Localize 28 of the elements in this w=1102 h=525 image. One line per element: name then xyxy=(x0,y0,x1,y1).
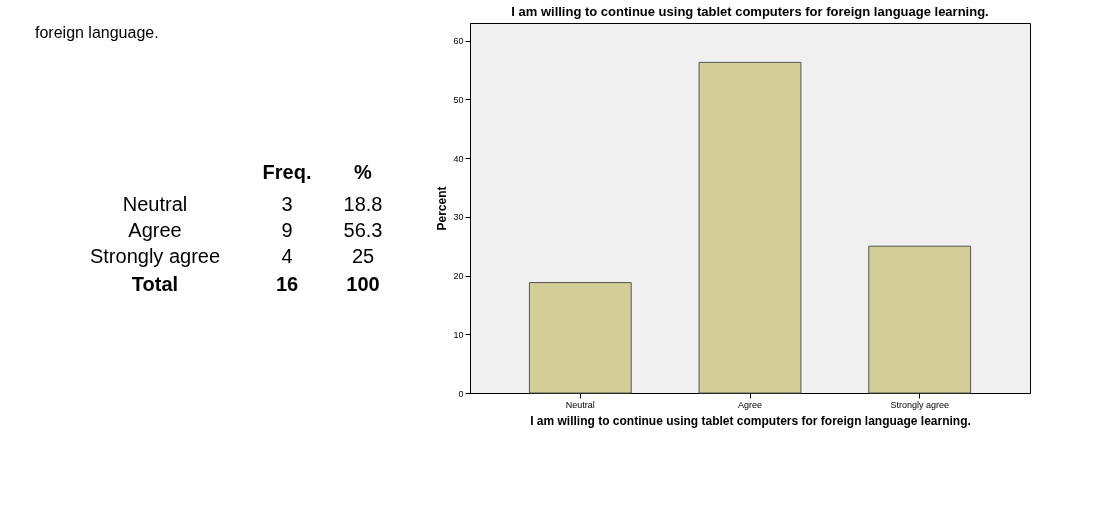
text: 18.8 xyxy=(343,193,383,215)
chart-title: I am willing to continue using tablet computers for foreign language learning. xyxy=(511,4,989,19)
text: 9 xyxy=(281,219,293,241)
category-label: Neutral xyxy=(122,193,188,215)
x-tick-label: Agree xyxy=(737,399,763,410)
x-axis-title: I am willing to continue using tablet computers for foreign language learning. xyxy=(530,413,971,428)
text: 3 xyxy=(281,193,293,215)
text: 4 xyxy=(281,245,293,267)
text: 56.3 xyxy=(343,219,383,241)
text: % xyxy=(354,161,373,183)
y-tick-label: 30 xyxy=(453,212,464,223)
y-tick-label: 10 xyxy=(453,329,464,340)
text: 16 xyxy=(275,273,299,295)
y-axis-title: Percent xyxy=(435,186,450,231)
x-tick-label: Neutral xyxy=(565,399,595,410)
text: 100 xyxy=(346,273,380,295)
y-tick-label: 0 xyxy=(458,388,464,399)
category-label: Agree xyxy=(128,219,182,241)
y-tick-label: 50 xyxy=(453,94,464,105)
text: Total xyxy=(131,273,179,295)
x-tick-label: Strongly agree xyxy=(890,399,949,410)
y-tick-label: 40 xyxy=(453,153,464,164)
y-tick-label: 20 xyxy=(453,271,464,282)
text: foreign language. xyxy=(35,24,159,41)
text: 25 xyxy=(351,245,375,267)
category-label: Strongly agree xyxy=(89,245,221,267)
y-tick-label: 60 xyxy=(453,36,464,47)
text: Freq. xyxy=(262,161,312,183)
